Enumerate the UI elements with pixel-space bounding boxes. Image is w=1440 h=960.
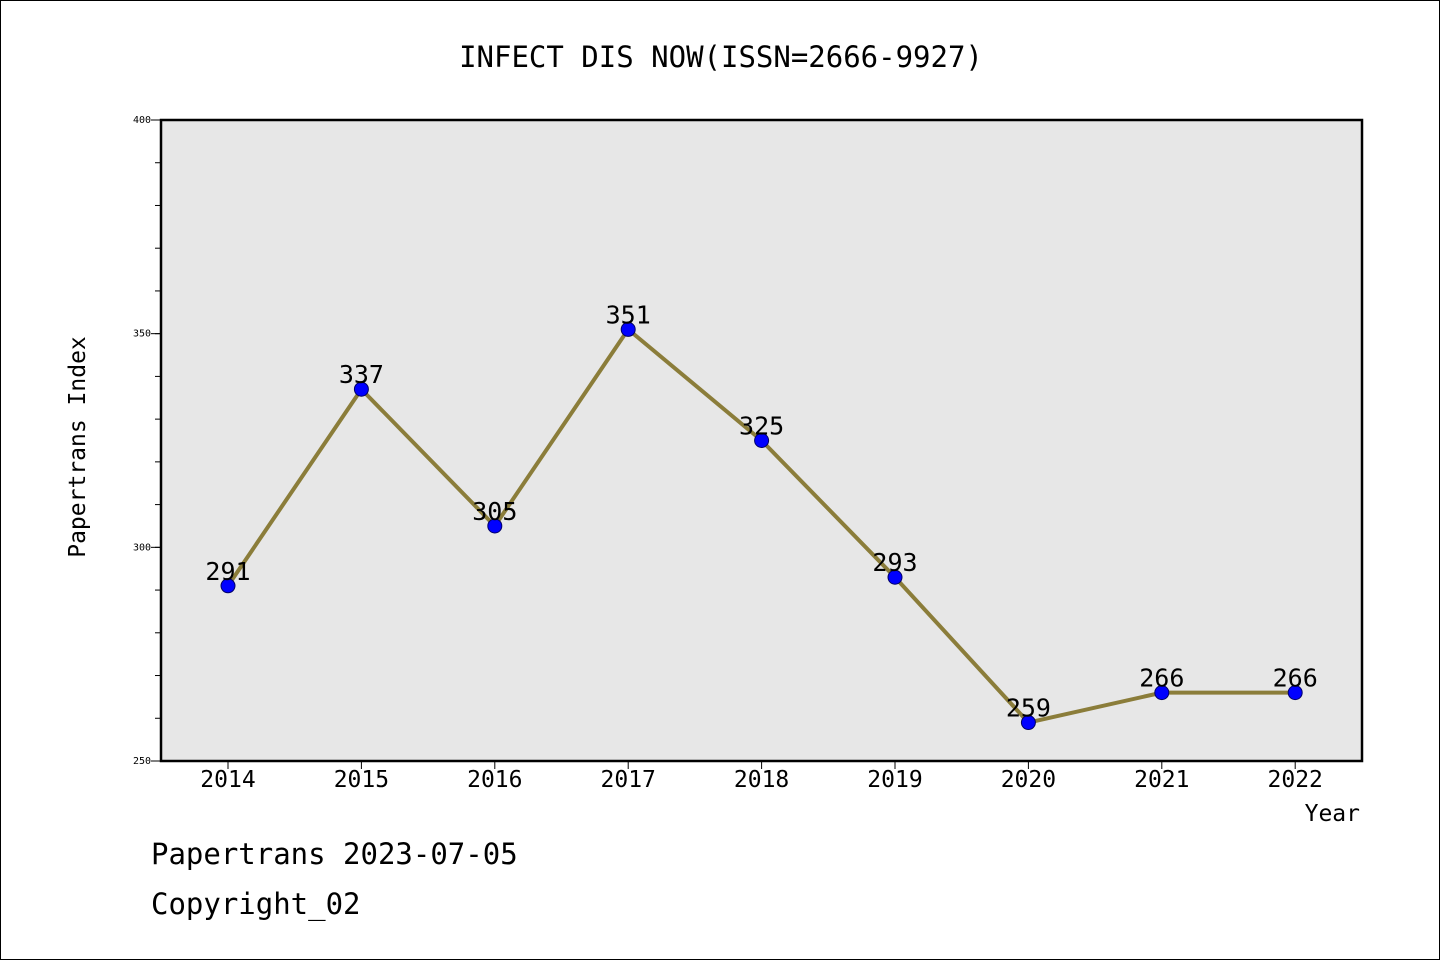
data-point	[1287, 685, 1303, 701]
data-label: 291	[205, 557, 250, 586]
chart-title: INFECT DIS NOW(ISSN=2666-9927)	[459, 40, 983, 74]
x-tick-label: 2021	[1134, 767, 1189, 793]
data-label: 305	[472, 497, 517, 526]
y-tick-label: 300	[133, 542, 151, 553]
x-tick-label: 2016	[467, 767, 522, 793]
data-label: 293	[872, 548, 917, 577]
x-tick-label: 2019	[867, 767, 922, 793]
x-tick-label: 2014	[200, 767, 255, 793]
data-label: 337	[339, 360, 384, 389]
plot-frame	[159, 118, 1364, 763]
axis-ticks: 250 300 350 400 2014 2015 2016 2017 2018 2019 2020…	[133, 115, 1323, 793]
data-point	[620, 321, 636, 337]
x-axis-label: Year	[1305, 801, 1360, 827]
y-tick-label: 350	[133, 329, 151, 340]
data-point	[754, 433, 770, 448]
footer-date: Papertrans 2023-07-05	[151, 837, 518, 871]
y-tick-label: 250	[133, 756, 151, 767]
data-labels: 291 337 305 351 325 293 259 266 266	[205, 300, 1317, 722]
data-point	[487, 518, 503, 534]
data-point	[1154, 685, 1170, 701]
x-tick-label: 2018	[734, 767, 789, 793]
data-point	[887, 569, 903, 585]
data-point	[220, 578, 236, 594]
x-tick-label: 2015	[334, 767, 389, 793]
data-label: 266	[1273, 664, 1318, 693]
data-markers	[220, 321, 1303, 731]
data-label: 266	[1139, 664, 1184, 693]
data-label: 325	[739, 412, 784, 441]
data-point	[353, 381, 369, 397]
footer-copyright: Copyright_02	[151, 887, 361, 921]
y-tick-label: 400	[133, 115, 151, 126]
x-tick-label: 2022	[1268, 767, 1323, 793]
data-point	[1020, 715, 1036, 731]
x-tick-label: 2020	[1001, 767, 1056, 793]
data-label: 259	[1006, 694, 1051, 723]
y-axis-label: Papertrans Index	[65, 336, 91, 558]
x-tick-label: 2017	[601, 767, 656, 793]
data-label: 351	[606, 300, 651, 329]
